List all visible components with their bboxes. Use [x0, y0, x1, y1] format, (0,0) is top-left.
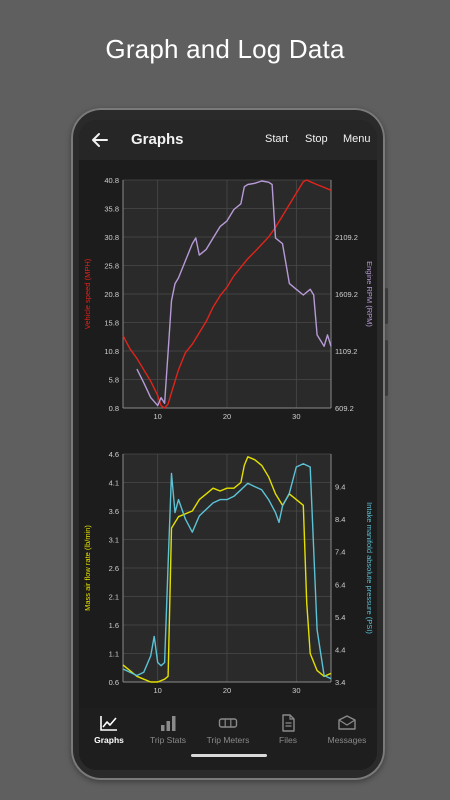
y-right-tick-label: 3.4 [335, 678, 345, 687]
y-right-tick-label: 1109.2 [335, 347, 357, 356]
start-button[interactable]: Start [265, 133, 289, 145]
y-left-tick-label: 5.8 [109, 376, 119, 385]
nav-item-trip-meters[interactable]: Trip Meters [198, 708, 258, 752]
y-left-tick-label: 4.6 [109, 450, 119, 459]
x-tick-label: 20 [223, 412, 231, 421]
promo-title: Graph and Log Data [105, 34, 345, 64]
y-right-tick-label: 5.4 [335, 613, 345, 622]
bar-chart-icon [161, 716, 176, 731]
y-right-tick-label: 2109.2 [335, 233, 358, 242]
y-left-tick-label: 4.1 [109, 479, 119, 488]
phone-frame: Graphs Start Stop Menu 40.8 35.8 30.8 25.8 2… [71, 108, 388, 780]
y-left-tick-label: 35.8 [104, 205, 119, 214]
y-left-tick-label: 0.8 [109, 404, 119, 413]
y-right-tick-label: 1609.2 [335, 290, 358, 299]
x-tick-label: 30 [292, 686, 300, 695]
y-left-tick-label: 10.8 [104, 347, 119, 356]
y-right-tick-label: 7.4 [335, 548, 345, 557]
y-left-tick-label: 0.6 [109, 678, 119, 687]
nav-label-messages: Messages [327, 735, 367, 745]
y-left-tick-label: 1.6 [109, 621, 119, 630]
bottom-navigation: Graphs Trip Stats Trip Meters [79, 708, 377, 770]
y-right-tick-label: 8.4 [335, 515, 345, 524]
menu-button[interactable]: Menu [343, 133, 371, 145]
nav-label-trip-meters: Trip Meters [206, 735, 250, 745]
nav-item-trip-stats[interactable]: Trip Stats [138, 708, 198, 752]
y-right-axis-label: Engine RPM (RPM) [365, 261, 374, 327]
x-tick-label: 10 [153, 412, 161, 421]
nav-label-graphs: Graphs [94, 735, 124, 745]
y-left-tick-label: 2.6 [109, 564, 119, 573]
y-right-tick-label: 609.2 [335, 404, 354, 413]
odometer-icon [218, 718, 238, 728]
volume-button [385, 288, 388, 324]
y-left-tick-label: 20.8 [104, 290, 119, 299]
series-line-right [122, 463, 332, 680]
y-left-tick-label: 40.8 [104, 176, 119, 185]
y-right-axis-label: Intake manifold absolute pressure (PSI) [365, 502, 374, 634]
speed-rpm-chart: 40.8 35.8 30.8 25.8 20.8 15.8 10.8 5.8 0.8 2109.2… [83, 176, 374, 421]
back-arrow-icon[interactable] [91, 131, 109, 149]
nav-label-files: Files [279, 735, 297, 745]
x-tick-label: 10 [153, 686, 161, 695]
series-line-right [136, 180, 332, 407]
y-left-tick-label: 1.1 [109, 650, 119, 659]
nav-item-files[interactable]: Files [258, 708, 318, 752]
page-title: Graphs [131, 131, 184, 148]
y-left-tick-label: 25.8 [104, 262, 119, 271]
y-left-axis-label: Vehicle speed (MPH) [83, 258, 92, 329]
message-icon [338, 715, 356, 730]
y-right-tick-label: 6.4 [335, 580, 345, 589]
y-left-tick-label: 2.1 [109, 593, 119, 602]
maf-map-chart: 4.6 4.1 3.6 3.1 2.6 2.1 1.6 1.1 0.6 9.4 8.4 7.4 6.4 5… [83, 450, 374, 695]
nav-item-messages[interactable]: Messages [317, 708, 377, 752]
y-left-tick-label: 3.1 [109, 536, 119, 545]
y-left-tick-label: 3.6 [109, 507, 119, 516]
nav-label-trip-stats: Trip Stats [149, 735, 187, 745]
x-tick-label: 30 [292, 412, 300, 421]
app-bar: Graphs Start Stop Menu [79, 120, 377, 160]
y-right-tick-label: 4.4 [335, 645, 345, 654]
y-left-tick-label: 15.8 [104, 319, 119, 328]
app-screen: Graphs Start Stop Menu 40.8 35.8 30.8 25.8 2… [79, 120, 377, 770]
x-tick-label: 20 [223, 686, 231, 695]
y-left-tick-label: 30.8 [104, 233, 119, 242]
stop-button[interactable]: Stop [305, 133, 328, 145]
y-left-axis-label: Mass air flow rate (lb/min) [83, 525, 92, 611]
y-right-tick-label: 9.4 [335, 483, 345, 492]
file-icon [282, 714, 295, 732]
series-line-left [122, 456, 332, 683]
nav-item-graphs[interactable]: Graphs [79, 708, 139, 752]
line-graph-icon [100, 716, 117, 731]
power-button [385, 340, 388, 396]
home-indicator [191, 754, 267, 757]
